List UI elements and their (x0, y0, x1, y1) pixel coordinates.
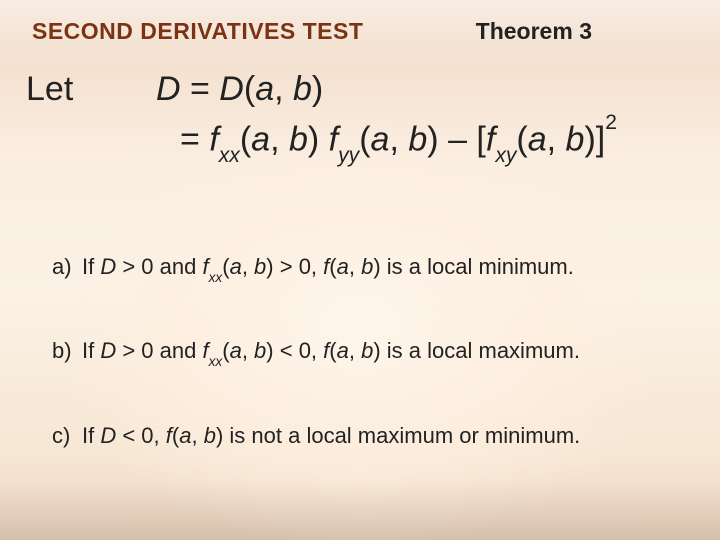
item-text: If D < 0, f(a, b) is not a local maximum… (82, 423, 580, 448)
list-item: c)If D < 0, f(a, b) is not a local maxim… (52, 423, 698, 449)
equation-line-1: D = D(a, b) (156, 70, 323, 109)
list-item: a)If D > 0 and fxx(a, b) > 0, f(a, b) is… (52, 254, 698, 282)
item-list: a)If D > 0 and fxx(a, b) > 0, f(a, b) is… (52, 254, 698, 505)
let-label: Let (26, 70, 73, 109)
item-label: c) (52, 423, 82, 449)
slide-header: SECOND DERIVATIVES TEST Theorem 3 (32, 18, 688, 45)
item-label: b) (52, 338, 82, 364)
item-text: If D > 0 and fxx(a, b) < 0, f(a, b) is a… (82, 338, 580, 363)
item-text: If D > 0 and fxx(a, b) > 0, f(a, b) is a… (82, 254, 574, 279)
list-item: b)If D > 0 and fxx(a, b) < 0, f(a, b) is… (52, 338, 698, 366)
item-label: a) (52, 254, 82, 280)
equation-line-2: = fxx(a, b) fyy(a, b) – [fxy(a, b)]2 (180, 120, 617, 164)
slide: { "header": { "title_left": "SECOND DERI… (0, 0, 720, 540)
title-right: Theorem 3 (476, 18, 592, 45)
title-left: SECOND DERIVATIVES TEST (32, 18, 363, 45)
